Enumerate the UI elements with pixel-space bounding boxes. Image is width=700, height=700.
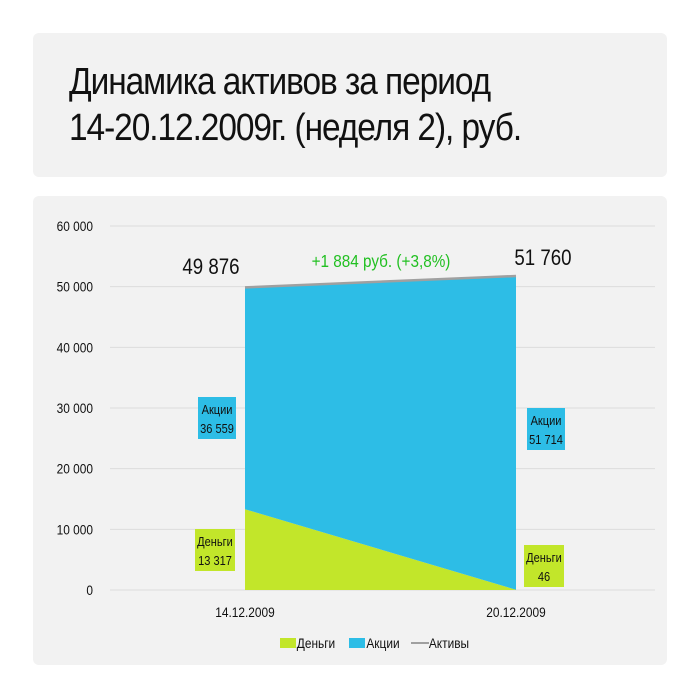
y-tick-label: 0 [86,582,93,598]
data-label-aktsii: 51 714 [529,432,563,447]
data-label-aktsii: 36 559 [200,421,234,436]
area-aktsii [245,275,516,590]
legend-swatch-aktsii [349,638,365,648]
title-line-2: 14-20.12.2009г. (неделя 2), руб. [69,107,522,149]
data-label-dengi-box [524,545,564,587]
y-tick-label: 40 000 [57,339,93,355]
y-tick-label: 50 000 [57,279,93,295]
x-tick-label: 14.12.2009 [215,604,275,620]
legend-label-dengi: Деньги [297,635,335,651]
legend-label-aktivy: Активы [429,635,469,651]
y-tick-label: 10 000 [57,521,93,537]
data-label-dengi: Деньги [526,550,562,565]
data-label-aktivy: 51 760 [514,247,571,271]
legend-swatch-dengi [280,638,296,648]
y-tick-label: 20 000 [57,461,93,477]
title-card: Динамика активов за период 14-20.12.2009… [33,33,667,177]
x-tick-label: 20.12.2009 [486,604,546,620]
data-label-aktsii: Акции [202,402,233,417]
data-label-aktsii: Акции [531,413,562,428]
y-tick-label: 60 000 [57,218,93,234]
y-tick-label: 30 000 [57,400,93,416]
data-label-dengi: 46 [538,569,551,584]
data-label-dengi-box [195,529,235,571]
chart-title: Динамика активов за период 14-20.12.2009… [69,59,522,151]
title-line-1: Динамика активов за период [69,61,491,103]
data-label-aktivy: 49 876 [182,256,239,280]
area-dengi [245,509,516,590]
annotation-change: +1 884 руб. (+3,8%) [312,251,451,271]
legend-label-aktsii: Акции [366,635,399,651]
data-label-aktsii-box [527,408,565,450]
data-label-aktsii-box [198,397,236,439]
data-label-dengi: 13 317 [198,553,232,568]
data-label-dengi: Деньги [197,534,233,549]
line-aktivy [244,274,517,289]
